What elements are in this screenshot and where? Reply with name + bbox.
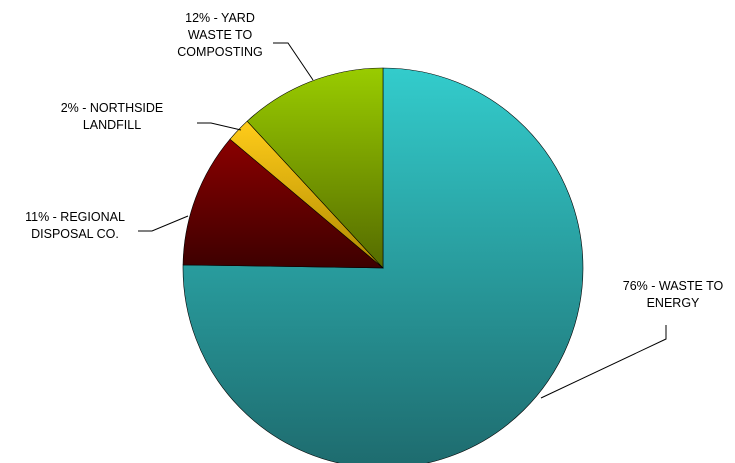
slice-label-line: DISPOSAL CO. [31,227,119,241]
leader-line [138,215,189,232]
slice-label-line: COMPOSTING [177,45,262,59]
slice-label-line: 11% - REGIONAL [25,210,125,224]
pie-slice-regional-disposal-co [182,138,384,269]
leader-line [540,325,667,399]
slice-label-line: LANDFILL [83,118,141,132]
slice-label-line: 2% - NORTHSIDE [61,101,164,115]
leader-line [197,122,242,131]
slice-label: 2% - NORTHSIDE LANDFILL [61,101,164,132]
slice-label-line: 76% - WASTE TO [623,279,724,293]
slice-label: 11% - REGIONAL DISPOSAL CO. [25,210,125,241]
slice-label-line: WASTE TO [188,28,253,42]
slice-label-line: 12% - YARD [185,11,255,25]
leader-lines [138,42,667,399]
slice-label: 76% - WASTE TO ENERGY [623,279,724,310]
slice-label: 12% - YARD WASTE TO COMPOSTING [177,11,262,59]
slice-label-line: ENERGY [647,296,700,310]
slice-labels: 76% - WASTE TO ENERGY 11% - REGIONAL DISPOS… [25,11,723,310]
leader-line [273,42,314,81]
pie-slice-yard-waste-to-composting [246,67,384,269]
pie-slices [182,67,584,463]
